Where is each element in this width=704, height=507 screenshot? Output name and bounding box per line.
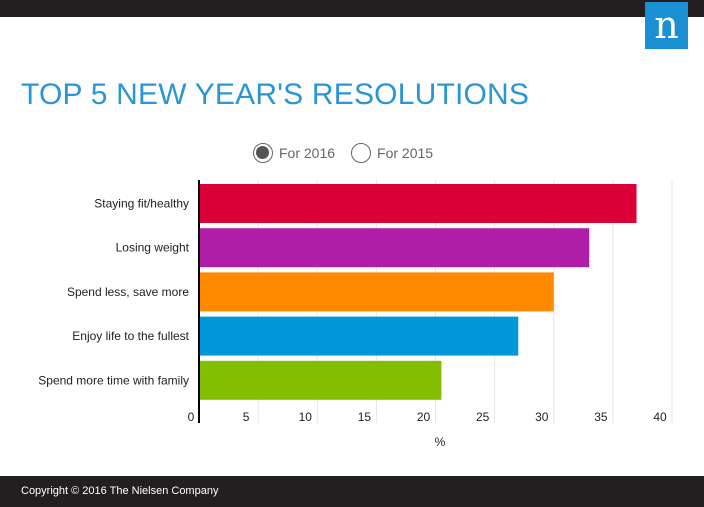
nielsen-logo: n <box>645 2 688 49</box>
x-tick-label: 10 <box>299 410 313 424</box>
copyright-text: Copyright © 2016 The Nielsen Company <box>21 485 219 497</box>
category-label: Enjoy life to the fullest <box>72 329 189 343</box>
x-tick-label: 20 <box>417 410 431 424</box>
x-tick-label: 5 <box>243 410 250 424</box>
x-tick-label: 40 <box>653 410 667 424</box>
top-bar <box>0 0 704 17</box>
category-label: Spend less, save more <box>67 285 189 299</box>
footer-bar: Copyright © 2016 The Nielsen Company <box>0 476 704 507</box>
x-tick-label: 30 <box>535 410 549 424</box>
category-label: Spend more time with family <box>38 373 189 387</box>
year-toggle: For 2016 For 2015 <box>253 143 449 163</box>
category-label: Staying fit/healthy <box>94 197 189 211</box>
radio-label-2016: For 2016 <box>279 145 336 161</box>
bar[interactable] <box>199 316 519 356</box>
radio-for-2016[interactable]: For 2016 <box>253 143 335 163</box>
x-tick-labels: 0 5 10 15 20 25 30 35 40 <box>188 410 667 424</box>
category-labels: Staying fit/healthy Losing weight Spend le… <box>38 197 189 388</box>
category-label: Losing weight <box>116 241 190 255</box>
x-tick-label: 25 <box>476 410 490 424</box>
bars <box>199 184 637 400</box>
x-axis-title: % <box>435 435 446 449</box>
bar[interactable] <box>199 184 637 223</box>
radio-label-2015: For 2015 <box>377 145 434 161</box>
bar[interactable] <box>199 360 442 400</box>
radio-selected-icon[interactable] <box>253 143 273 163</box>
x-tick-label: 0 <box>188 410 195 424</box>
x-tick-label: 15 <box>358 410 372 424</box>
bar[interactable] <box>199 272 554 312</box>
radio-unselected-icon[interactable] <box>351 143 372 163</box>
radio-for-2015[interactable]: For 2015 <box>351 143 433 163</box>
x-tick-label: 35 <box>594 410 608 424</box>
chart-title: TOP 5 NEW YEAR'S RESOLUTIONS <box>21 78 530 111</box>
bar-chart: Staying fit/healthy Losing weight Spend le… <box>38 180 673 449</box>
bar[interactable] <box>199 228 590 268</box>
